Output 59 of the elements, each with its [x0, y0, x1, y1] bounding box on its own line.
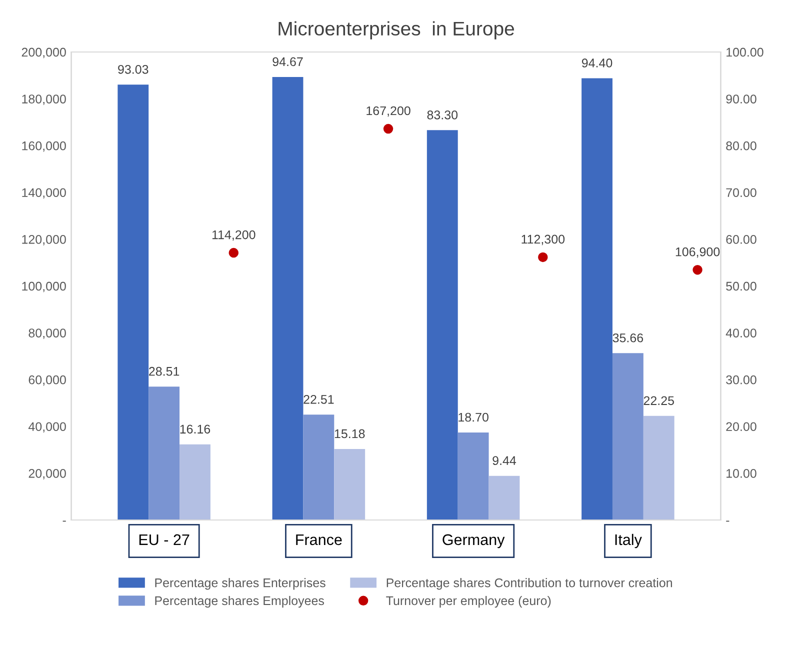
- y-tick-label: 60,000: [28, 375, 66, 386]
- data-label: 28.51: [149, 366, 180, 376]
- data-label: 22.25: [644, 396, 674, 406]
- y-tick-label: 200,000: [22, 48, 66, 58]
- data-label: 114,200: [212, 230, 256, 241]
- x-tick-label: Germany: [442, 534, 505, 548]
- y2-tick-label: 100.00: [726, 48, 764, 57]
- legend-label: Percentage shares Employees: [155, 596, 324, 608]
- y2-tick-label: 50.00: [726, 282, 756, 291]
- y-tick-label: -: [62, 520, 66, 522]
- bar: [334, 448, 366, 520]
- data-label: 18.70: [458, 412, 488, 422]
- bar: [426, 130, 458, 520]
- data-label: 35.66: [612, 333, 644, 342]
- y2-tick-label: 20.00: [726, 422, 756, 432]
- y-tick-label: 140,000: [22, 188, 66, 199]
- y-tick-label: 40,000: [28, 422, 66, 433]
- data-label: 167,200: [366, 106, 410, 117]
- chart-title: Microenterprises in Europe: [278, 21, 514, 40]
- bar: [643, 416, 674, 520]
- x-tick-label: EU - 27: [139, 534, 190, 546]
- y2-tick-label: 90.00: [726, 94, 756, 104]
- y-tick-label: 20,000: [28, 469, 66, 480]
- y-tick-label: 100,000: [22, 282, 66, 292]
- data-label: 16.16: [180, 424, 210, 434]
- y2-tick-label: 70.00: [726, 188, 756, 198]
- data-label: 106,900: [676, 247, 720, 258]
- y-tick-label: 120,000: [22, 235, 66, 246]
- y2-tick-label: 80.00: [726, 141, 756, 150]
- bar: [272, 76, 304, 520]
- bar: [612, 353, 644, 520]
- data-label: 94.40: [582, 58, 612, 68]
- data-label: 15.18: [334, 429, 365, 438]
- bar: [488, 476, 520, 520]
- y2-tick-label: 40.00: [726, 328, 756, 338]
- y2-tick-label: 30.00: [726, 375, 756, 384]
- bar: [303, 414, 334, 520]
- y-tick-label: 80,000: [28, 328, 66, 339]
- y2-tick-label: -: [726, 520, 730, 522]
- y-tick-label: 180,000: [22, 94, 66, 105]
- bar: [118, 84, 149, 520]
- bar: [148, 386, 180, 520]
- bar: [180, 444, 210, 520]
- data-label: 83.30: [427, 110, 458, 120]
- data-label: 94.67: [272, 57, 303, 66]
- data-label: 22.51: [304, 395, 334, 404]
- y-tick-label: 160,000: [22, 141, 66, 152]
- legend-label: Turnover per employee (euro): [386, 596, 551, 608]
- legend-label: Percentage shares Enterprises: [155, 578, 326, 590]
- data-label: 112,300: [522, 234, 565, 246]
- legend-label: Percentage shares Contribution to turnover creation: [386, 578, 672, 590]
- bar: [458, 432, 489, 520]
- y2-tick-label: 10.00: [726, 469, 756, 478]
- data-label: 9.44: [492, 456, 516, 466]
- x-tick-label: France: [296, 534, 342, 546]
- x-tick-label: Italy: [615, 534, 642, 548]
- y2-tick-label: 60.00: [726, 235, 756, 244]
- bar: [582, 78, 612, 520]
- data-label: 93.03: [118, 64, 148, 74]
